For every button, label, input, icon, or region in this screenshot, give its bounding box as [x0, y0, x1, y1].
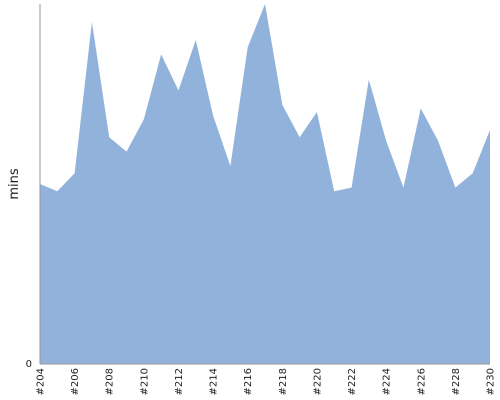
area-series [40, 4, 490, 364]
x-tick-label: #218 [278, 368, 289, 395]
x-tick-label: #214 [209, 368, 220, 395]
x-tick-label: #212 [174, 368, 185, 395]
y-tick-labels: 0 [26, 359, 32, 370]
x-tick-label: #216 [243, 368, 254, 395]
area-layer [40, 4, 490, 364]
x-tick-label: #222 [347, 368, 358, 395]
x-tick-label: #226 [416, 368, 427, 395]
x-tick-label: #220 [312, 368, 323, 395]
x-tick-label: #210 [139, 368, 150, 395]
x-tick-label: #224 [382, 368, 393, 395]
x-tick-label: #204 [36, 368, 47, 395]
x-tick-label: #208 [105, 368, 116, 395]
x-tick-label: #206 [70, 368, 81, 395]
x-tick-label: #228 [451, 368, 462, 395]
y-tick-label: 0 [26, 359, 32, 370]
x-tick-label: #230 [486, 368, 497, 395]
x-tick-labels: #204 #206 #208 #210 #212 #214 #216 #218 #220 #222… [36, 368, 497, 395]
y-axis-label: mins [7, 168, 22, 200]
